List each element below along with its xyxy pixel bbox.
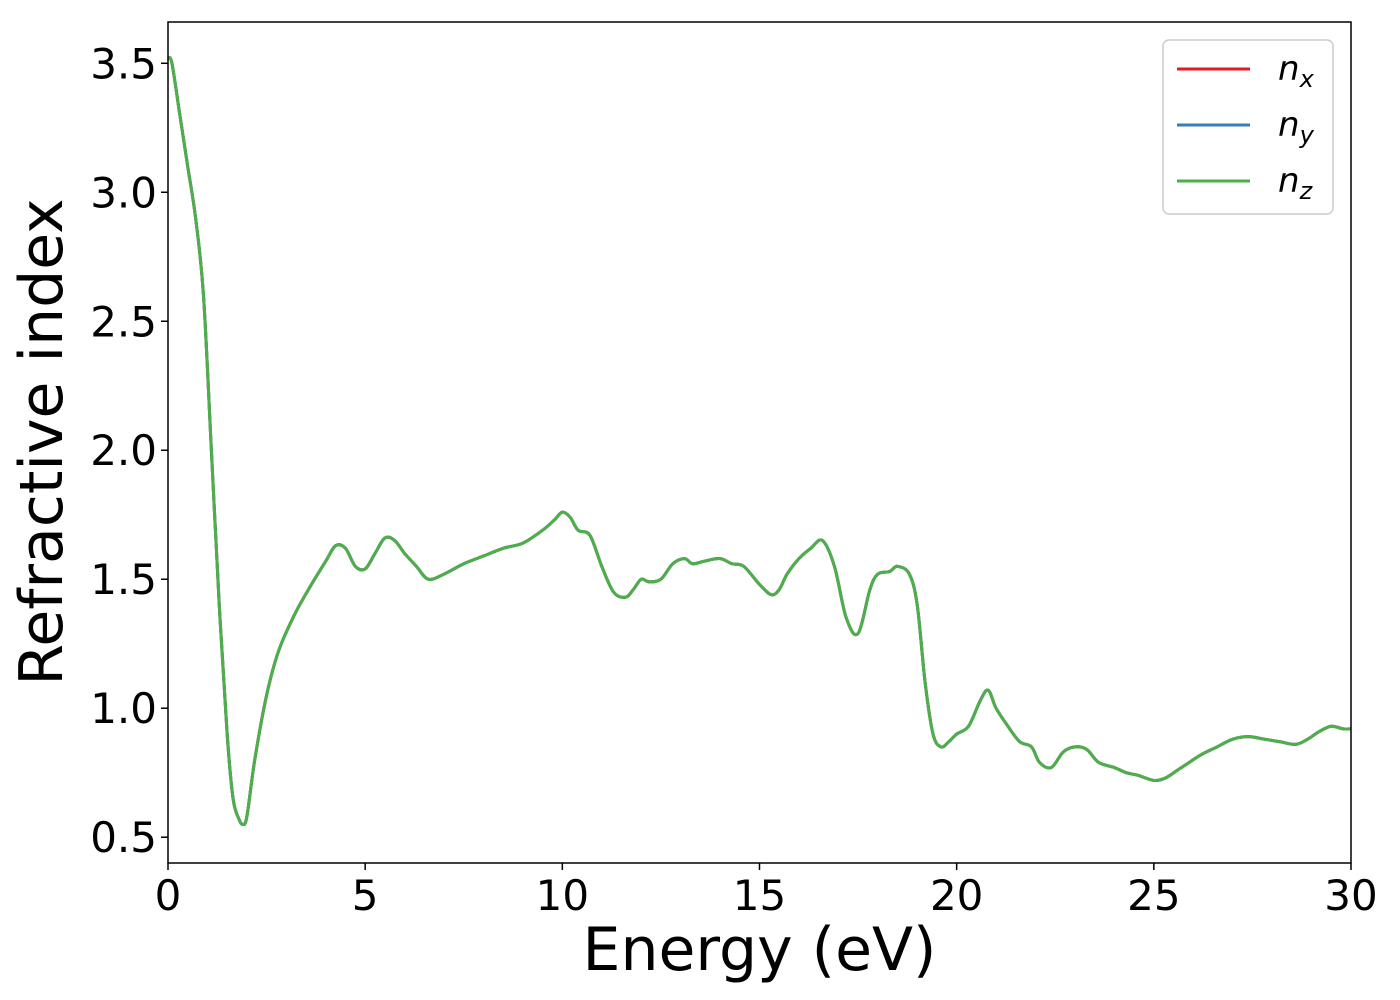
y-tick-label: 0.5 [90,813,157,862]
x-axis-ticks: 0 5 10 15 20 25 30 [155,863,1378,920]
legend-label-nz: nz [1278,161,1314,205]
legend-box [1162,39,1334,215]
legend-label-ny: ny [1278,105,1315,149]
legend: nx ny nz [1162,39,1334,215]
series-layer [166,55,1352,826]
x-tick-label: 5 [352,871,379,920]
x-tick-label: 10 [536,871,589,920]
y-axis-label: Refractive index [7,198,77,685]
x-tick-label: 0 [155,871,182,920]
y-tick-label: 2.0 [90,426,157,475]
series-line-n-z [166,55,1352,826]
x-tick-label: 25 [1127,871,1180,920]
legend-label-nx: nx [1278,49,1315,93]
y-axis-ticks: 0.5 1.0 1.5 2.0 2.5 3.0 3.5 [90,39,168,862]
y-tick-label: 1.0 [90,684,157,733]
x-tick-label: 30 [1324,871,1377,920]
x-tick-label: 15 [733,871,786,920]
x-axis-label: Energy (eV) [583,915,937,985]
x-tick-label: 20 [930,871,983,920]
y-tick-label: 3.0 [90,168,157,217]
y-tick-label: 3.5 [90,39,157,88]
y-tick-label: 2.5 [90,297,157,346]
y-tick-label: 1.5 [90,555,157,604]
